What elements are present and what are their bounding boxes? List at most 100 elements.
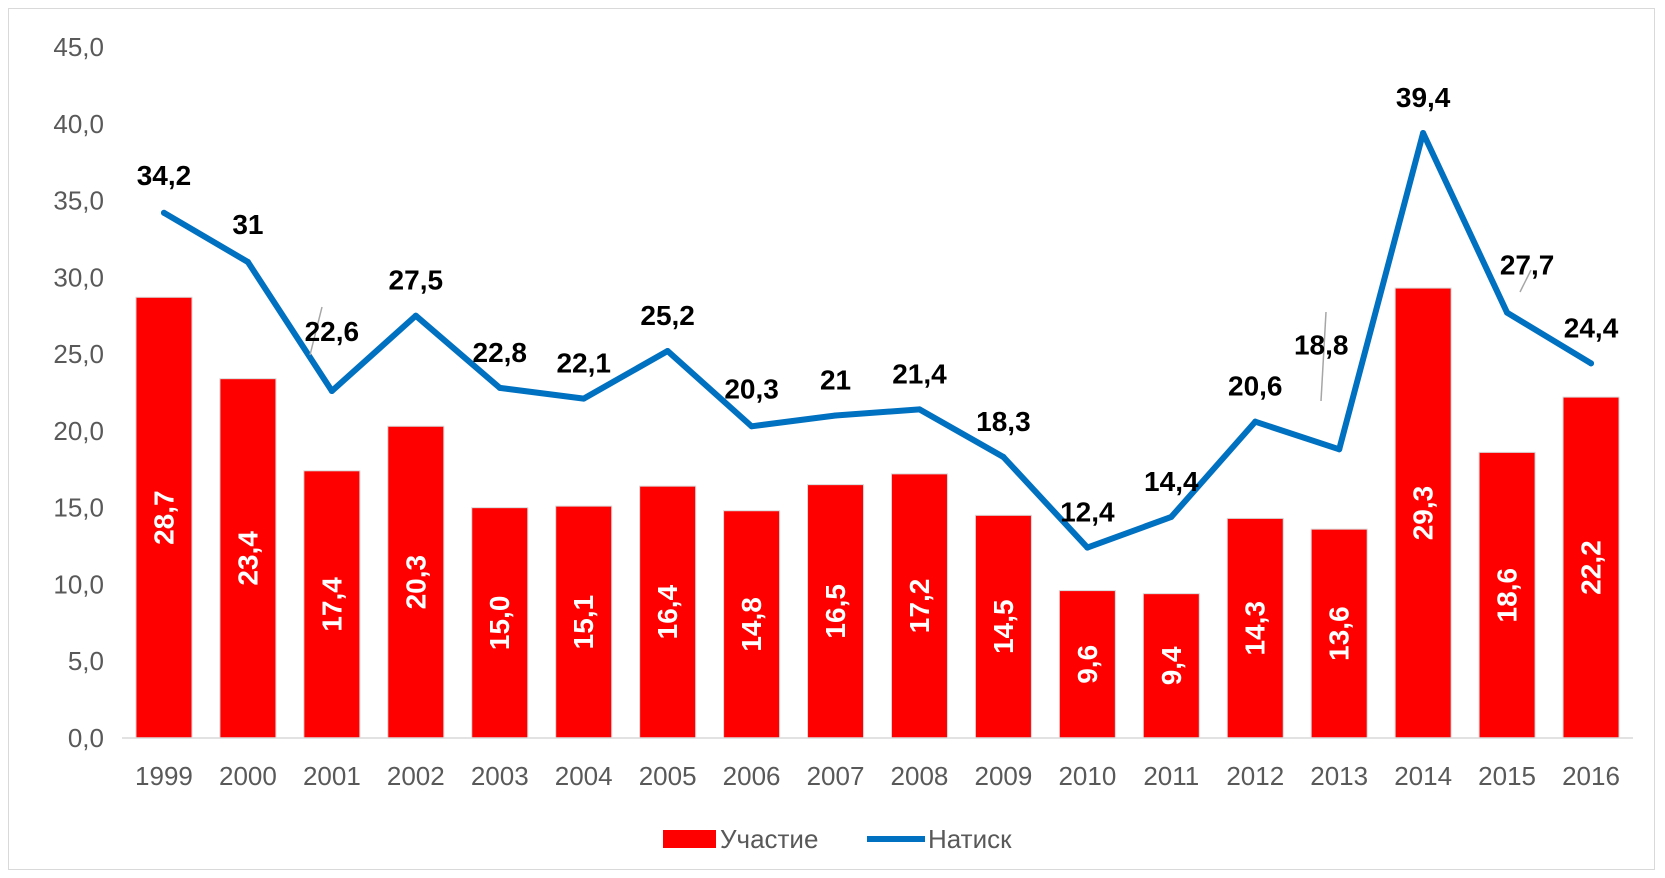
- line-point: [1420, 129, 1427, 136]
- line-data-label: 12,4: [1060, 497, 1115, 528]
- line-point: [832, 412, 839, 419]
- bar: [1142, 593, 1200, 739]
- bar: [1478, 451, 1536, 739]
- line-point: [1336, 446, 1343, 453]
- legend: Участие Натиск: [663, 824, 1012, 854]
- leader-line: [1320, 311, 1327, 402]
- y-tick-label: 20,0: [53, 416, 104, 446]
- bar-data-label: 20,3: [400, 555, 431, 610]
- bar: [1226, 517, 1284, 739]
- legend-swatch-bar: [663, 830, 716, 848]
- bar-data-label: 14,5: [988, 599, 1019, 654]
- legend-label-line: Натиск: [928, 824, 1012, 854]
- bar: [1562, 396, 1620, 739]
- x-axis: 1999 2000 2001 2002 2003 2004 2005 2006 2007 2008…: [122, 737, 1633, 791]
- bar-data-label: 28,7: [148, 490, 179, 545]
- bar-data-label: 14,8: [736, 597, 767, 652]
- bar-data-label: 29,3: [1408, 486, 1439, 541]
- line-point: [916, 406, 923, 413]
- bar: [974, 514, 1032, 739]
- bar: [890, 473, 948, 739]
- x-tick-label: 2015: [1478, 761, 1536, 791]
- bar: [387, 425, 445, 739]
- bar-data-label: 15,1: [568, 595, 599, 650]
- leader-line: [1519, 269, 1532, 293]
- line-point: [1000, 453, 1007, 460]
- line-data-label: 31: [232, 209, 263, 240]
- bar-data-label: 9,4: [1156, 646, 1187, 685]
- y-tick-label: 25,0: [53, 339, 104, 369]
- line-data-label: 34,2: [137, 160, 192, 191]
- bar-data-label: 14,3: [1240, 601, 1271, 656]
- x-tick-label: 2004: [555, 761, 613, 791]
- line-point: [1504, 309, 1511, 316]
- bar: [639, 485, 697, 739]
- bar-data-label: 9,6: [1072, 645, 1103, 684]
- line-point: [244, 258, 251, 265]
- line-data-label: 22,1: [556, 348, 611, 379]
- x-tick-label: 2005: [639, 761, 697, 791]
- line-path: [161, 130, 1594, 551]
- line-point: [160, 209, 167, 216]
- bar-data-label: 23,4: [232, 531, 263, 586]
- line-point: [328, 387, 335, 394]
- line-point: [664, 348, 671, 355]
- line-point: [412, 312, 419, 319]
- y-tick-label: 5,0: [68, 646, 104, 676]
- bar-data-label: 18,6: [1492, 568, 1523, 623]
- line-point: [496, 384, 503, 391]
- bar: [1058, 590, 1116, 739]
- line-data-label: 18,3: [976, 406, 1031, 437]
- x-tick-label: 2011: [1143, 761, 1199, 791]
- bar: [1310, 528, 1368, 739]
- leader-line: [309, 306, 323, 356]
- line-point: [1252, 418, 1259, 425]
- bar: [219, 378, 277, 739]
- x-tick-label: 2008: [891, 761, 949, 791]
- bar-data-label: 17,4: [316, 577, 347, 632]
- x-tick-label: 2010: [1058, 761, 1116, 791]
- line-data-label: 22,8: [473, 337, 528, 368]
- bar-data-label: 17,2: [904, 579, 935, 634]
- x-tick-label: 2014: [1394, 761, 1452, 791]
- x-tick-label: 2006: [723, 761, 781, 791]
- bar-data-label: 15,0: [484, 596, 515, 651]
- y-tick-label: 30,0: [53, 262, 104, 292]
- x-tick-label: 2001: [303, 761, 361, 791]
- y-tick-label: 10,0: [53, 569, 104, 599]
- line-data-label: 27,7: [1500, 250, 1555, 281]
- line-data-label: 20,6: [1228, 371, 1283, 402]
- y-tick-label: 15,0: [53, 493, 104, 523]
- x-tick-label: 2013: [1310, 761, 1368, 791]
- bar-data-label: 22,2: [1576, 540, 1607, 595]
- y-tick-label: 0,0: [68, 723, 104, 753]
- line-data-label: 21: [820, 365, 851, 396]
- bar-data-label: 16,5: [820, 584, 851, 639]
- x-tick-label: 2012: [1226, 761, 1284, 791]
- bar-data-label: 13,6: [1324, 606, 1355, 661]
- legend-label-bar: Участие: [720, 824, 818, 854]
- line-point: [1588, 360, 1595, 367]
- line-series: [160, 129, 1595, 551]
- x-tick-label: 2002: [387, 761, 445, 791]
- x-tick-label: 2009: [974, 761, 1032, 791]
- bar-series: [135, 287, 1620, 739]
- y-tick-label: 40,0: [53, 109, 104, 139]
- y-tick-label: 35,0: [53, 186, 104, 216]
- x-tick-label: 2000: [219, 761, 277, 791]
- line-point: [580, 395, 587, 402]
- line-data-labels: 34,2 31 22,6 27,5 22,8 22,1 25,2 20,3 21 21,4 18,3…: [137, 82, 1619, 528]
- bar: [471, 507, 529, 739]
- y-tick-label: 45,0: [53, 32, 104, 62]
- line-point: [1168, 513, 1175, 520]
- line-data-label: 27,5: [389, 265, 444, 296]
- bar-data-label: 16,4: [652, 584, 683, 639]
- bar: [807, 484, 865, 739]
- x-tick-label: 2016: [1562, 761, 1620, 791]
- line-point: [1084, 544, 1091, 551]
- line-data-label: 22,6: [305, 316, 360, 347]
- line-data-label: 14,4: [1144, 466, 1199, 497]
- line-data-label: 21,4: [892, 358, 947, 389]
- line-data-label: 24,4: [1564, 312, 1619, 343]
